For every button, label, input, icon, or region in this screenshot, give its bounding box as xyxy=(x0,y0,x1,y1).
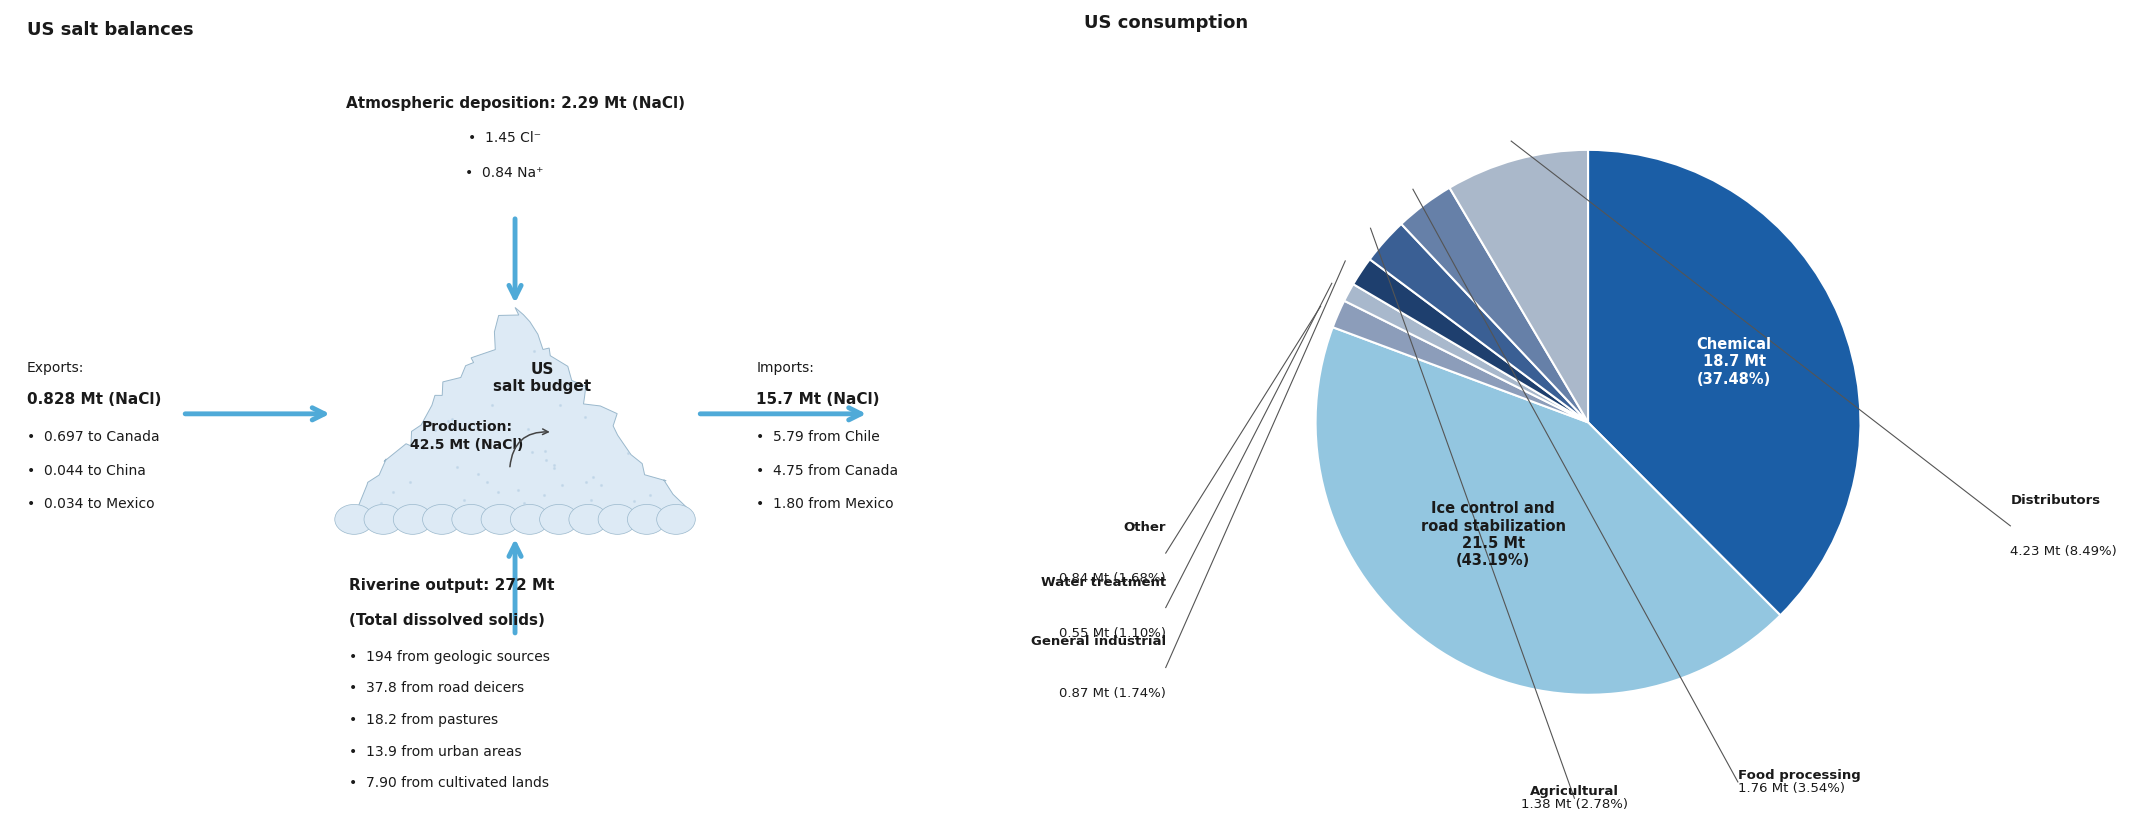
Text: Imports:: Imports: xyxy=(755,361,813,376)
Wedge shape xyxy=(1449,150,1588,422)
Text: Ice control and
road stabilization
21.5 Mt
(43.19%): Ice control and road stabilization 21.5 … xyxy=(1421,501,1567,568)
Wedge shape xyxy=(1315,327,1781,695)
Circle shape xyxy=(365,504,403,534)
Text: 1.38 Mt (2.78%): 1.38 Mt (2.78%) xyxy=(1522,799,1629,811)
Text: Food processing: Food processing xyxy=(1738,769,1861,782)
Text: •  194 from geologic sources: • 194 from geologic sources xyxy=(348,650,549,664)
Polygon shape xyxy=(343,307,687,527)
Text: US salt balances: US salt balances xyxy=(26,21,193,39)
Text: •  4.75 from Canada: • 4.75 from Canada xyxy=(755,464,899,478)
Circle shape xyxy=(599,504,637,534)
Circle shape xyxy=(423,504,461,534)
Text: Riverine output: 272 Mt: Riverine output: 272 Mt xyxy=(348,578,554,593)
Text: •  37.8 from road deicers: • 37.8 from road deicers xyxy=(348,681,524,696)
Wedge shape xyxy=(1354,259,1588,422)
Text: •  18.2 from pastures: • 18.2 from pastures xyxy=(348,713,498,727)
Text: 1.76 Mt (3.54%): 1.76 Mt (3.54%) xyxy=(1738,782,1846,795)
Text: Water treatment: Water treatment xyxy=(1041,576,1165,588)
Text: US
salt budget: US salt budget xyxy=(494,362,590,394)
Circle shape xyxy=(453,504,491,534)
Text: Other: Other xyxy=(1122,521,1165,534)
Text: 0.55 Mt (1.10%): 0.55 Mt (1.10%) xyxy=(1058,627,1165,640)
Text: General industrial: General industrial xyxy=(1030,636,1165,648)
Text: 0.84 Mt (1.68%): 0.84 Mt (1.68%) xyxy=(1060,573,1165,585)
Circle shape xyxy=(481,504,519,534)
Text: •  1.45 Cl⁻: • 1.45 Cl⁻ xyxy=(468,131,541,145)
Text: •  0.697 to Canada: • 0.697 to Canada xyxy=(26,430,159,445)
Circle shape xyxy=(335,504,373,534)
Text: •  13.9 from urban areas: • 13.9 from urban areas xyxy=(348,745,521,759)
Text: •  1.80 from Mexico: • 1.80 from Mexico xyxy=(755,497,895,511)
Circle shape xyxy=(511,504,549,534)
Circle shape xyxy=(627,504,665,534)
Circle shape xyxy=(569,504,607,534)
Circle shape xyxy=(539,504,577,534)
Circle shape xyxy=(657,504,695,534)
Text: Production:
42.5 Mt (NaCl): Production: 42.5 Mt (NaCl) xyxy=(410,420,524,452)
Wedge shape xyxy=(1343,284,1588,422)
Text: 0.828 Mt (NaCl): 0.828 Mt (NaCl) xyxy=(26,392,161,407)
Text: Agricultural: Agricultural xyxy=(1530,785,1618,799)
Text: •  7.90 from cultivated lands: • 7.90 from cultivated lands xyxy=(348,776,549,790)
Text: Exports:: Exports: xyxy=(26,361,84,376)
Wedge shape xyxy=(1369,224,1588,422)
Text: •  5.79 from Chile: • 5.79 from Chile xyxy=(755,430,880,445)
Circle shape xyxy=(393,504,431,534)
Wedge shape xyxy=(1333,301,1588,422)
Text: (Total dissolved solids): (Total dissolved solids) xyxy=(348,613,545,628)
Text: US consumption: US consumption xyxy=(1084,13,1249,32)
Text: Distributors: Distributors xyxy=(2011,494,2101,507)
Wedge shape xyxy=(1588,150,1861,615)
Text: 15.7 Mt (NaCl): 15.7 Mt (NaCl) xyxy=(755,392,880,407)
Text: •  0.84 Na⁺: • 0.84 Na⁺ xyxy=(466,166,543,180)
Text: 0.87 Mt (1.74%): 0.87 Mt (1.74%) xyxy=(1058,686,1165,700)
Text: •  0.044 to China: • 0.044 to China xyxy=(26,464,146,478)
Text: Chemical
18.7 Mt
(37.48%): Chemical 18.7 Mt (37.48%) xyxy=(1697,337,1773,387)
Wedge shape xyxy=(1401,188,1588,422)
Text: 4.23 Mt (8.49%): 4.23 Mt (8.49%) xyxy=(2011,545,2118,558)
Text: •  0.034 to Mexico: • 0.034 to Mexico xyxy=(26,497,155,511)
Text: Atmospheric deposition: 2.29 Mt (NaCl): Atmospheric deposition: 2.29 Mt (NaCl) xyxy=(346,96,685,111)
